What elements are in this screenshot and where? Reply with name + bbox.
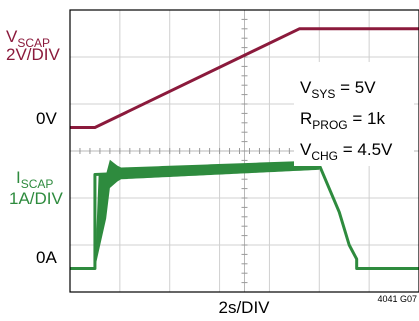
annotation-box: VSYS = 5V RPROG = 1k VCHG = 4.5V [294, 62, 414, 166]
vscap-trace [70, 27, 419, 129]
annotation-background [294, 62, 414, 166]
iscap-scale: 1A/DIV [9, 189, 64, 208]
iscap-trace [70, 163, 419, 270]
annotation-rprog: RPROG = 1k [300, 109, 385, 132]
traces [70, 27, 419, 270]
vscap-label: VSCAP [6, 27, 50, 50]
annotation-vchg: VCHG = 4.5V [300, 140, 393, 163]
vscap-ground-label: 0V [36, 109, 57, 128]
figure-id: 4041 G07 [377, 294, 417, 304]
plot-frame [69, 9, 419, 293]
iscap-ground-label: 0A [36, 248, 57, 267]
iscap-label: ISCAP [16, 168, 53, 191]
annotation-vsys: VSYS = 5V [300, 78, 376, 101]
x-axis-label: 2s/DIV [218, 298, 270, 317]
vscap-scale: 2V/DIV [6, 45, 61, 64]
iscap-ripple-band [94, 159, 320, 269]
